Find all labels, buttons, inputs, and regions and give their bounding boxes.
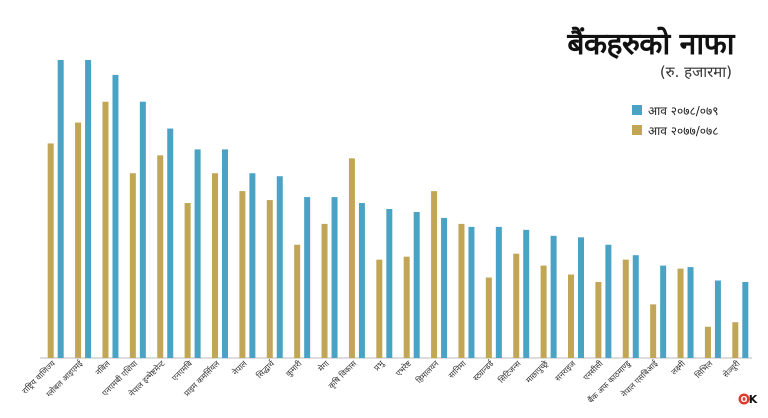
x-tick-label: सेञ्चुरी xyxy=(721,358,743,380)
bar-current-0 xyxy=(57,60,64,358)
legend-label-current: आव २०७८/०७९ xyxy=(648,103,719,118)
bar-current-13 xyxy=(413,211,420,358)
bar-current-16 xyxy=(495,226,502,358)
x-tick-label: स्ट्यान्डर्ड xyxy=(471,358,496,383)
x-tick-label: हिमालयन xyxy=(414,358,441,385)
chart-title: बैंकहरुको नाफा xyxy=(567,27,734,62)
legend-label-previous: आव २०७७/०७८ xyxy=(648,123,719,138)
bar-current-5 xyxy=(194,149,201,358)
bar-previous-11 xyxy=(348,158,355,358)
bar-current-15 xyxy=(468,226,475,358)
bar-previous-20 xyxy=(595,282,602,358)
x-tick-label: नेपाल xyxy=(230,358,249,377)
bar-previous-24 xyxy=(704,326,711,358)
bar-previous-1 xyxy=(75,122,82,358)
chart-subtitle: (रु. हजारमा) xyxy=(659,63,732,81)
bar-previous-16 xyxy=(485,277,492,358)
bar-previous-17 xyxy=(513,253,520,358)
x-tick-label: माछापुच्छ्रे xyxy=(523,358,551,386)
bar-previous-8 xyxy=(266,200,273,358)
bar-previous-0 xyxy=(47,143,54,358)
x-tick-label: कुमारी xyxy=(284,358,305,379)
bar-previous-19 xyxy=(568,274,574,358)
bar-previous-9 xyxy=(294,244,301,358)
bar-current-7 xyxy=(249,173,256,358)
bar-current-8 xyxy=(276,176,283,358)
bar-previous-3 xyxy=(129,173,136,358)
bar-current-1 xyxy=(85,60,92,358)
x-tick-label: एनएमबि xyxy=(169,358,194,383)
svg-text:O: O xyxy=(741,395,748,404)
legend-swatch-previous xyxy=(632,125,642,135)
bar-previous-10 xyxy=(321,223,328,358)
bar-previous-22 xyxy=(650,304,657,358)
x-tick-label: सानिमा xyxy=(446,358,468,380)
bar-current-3 xyxy=(139,101,146,358)
legend-swatch-current xyxy=(632,105,642,115)
x-tick-label: एनसीसी xyxy=(581,358,606,383)
bar-current-19 xyxy=(578,237,584,358)
bar-current-20 xyxy=(605,244,612,358)
bar-current-24 xyxy=(714,280,721,358)
bar-previous-7 xyxy=(239,191,246,358)
bar-previous-15 xyxy=(458,223,465,358)
bar-previous-6 xyxy=(212,173,218,358)
x-tick-label: सिभिल xyxy=(693,358,715,380)
x-tick-label: मेगा xyxy=(316,358,332,374)
x-tick-label: सनराइज xyxy=(553,358,578,383)
x-tick-label: नबिल xyxy=(93,358,112,377)
bar-current-10 xyxy=(331,197,338,358)
bar-current-25 xyxy=(742,282,749,358)
bar-previous-25 xyxy=(732,322,739,358)
legend-item-previous: आव २०७७/०७८ xyxy=(632,120,718,140)
bar-current-2 xyxy=(112,74,119,359)
bar-previous-13 xyxy=(403,256,410,358)
bar-current-18 xyxy=(550,235,557,358)
bar-current-17 xyxy=(523,229,530,358)
bar-current-23 xyxy=(687,267,694,358)
bar-current-22 xyxy=(660,265,667,358)
svg-text:K: K xyxy=(749,393,758,406)
onlinekhabar-logo: O K xyxy=(738,393,758,406)
x-tick-label: कृषि विकास xyxy=(326,358,359,391)
bar-previous-21 xyxy=(622,259,629,358)
bar-previous-14 xyxy=(431,191,438,358)
x-tick-label: एभरेष्ट xyxy=(393,358,413,378)
bar-previous-12 xyxy=(376,259,383,358)
bar-previous-23 xyxy=(677,268,684,358)
bar-current-11 xyxy=(358,203,365,358)
x-tick-label: प्रभु xyxy=(372,358,387,373)
bar-previous-4 xyxy=(157,155,164,358)
x-tick-label: सिटिजन्स xyxy=(496,358,523,385)
bar-current-21 xyxy=(632,255,639,358)
bar-previous-5 xyxy=(184,203,191,358)
x-tick-label: सिद्धार्थ xyxy=(254,358,277,381)
bar-current-12 xyxy=(386,209,393,358)
x-tick-label: लक्ष्मी xyxy=(669,358,688,377)
legend-item-current: आव २०७८/०७९ xyxy=(632,100,718,120)
bar-current-14 xyxy=(441,217,448,358)
bar-current-4 xyxy=(167,128,174,358)
bar-previous-2 xyxy=(102,101,109,358)
bar-current-6 xyxy=(222,149,228,358)
chart-legend: आव २०७८/०७९ आव २०७७/०७८ xyxy=(632,100,718,140)
bar-current-9 xyxy=(304,197,311,358)
bar-previous-18 xyxy=(540,265,547,358)
